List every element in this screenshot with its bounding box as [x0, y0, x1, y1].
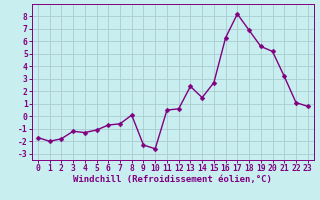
X-axis label: Windchill (Refroidissement éolien,°C): Windchill (Refroidissement éolien,°C) — [73, 175, 272, 184]
